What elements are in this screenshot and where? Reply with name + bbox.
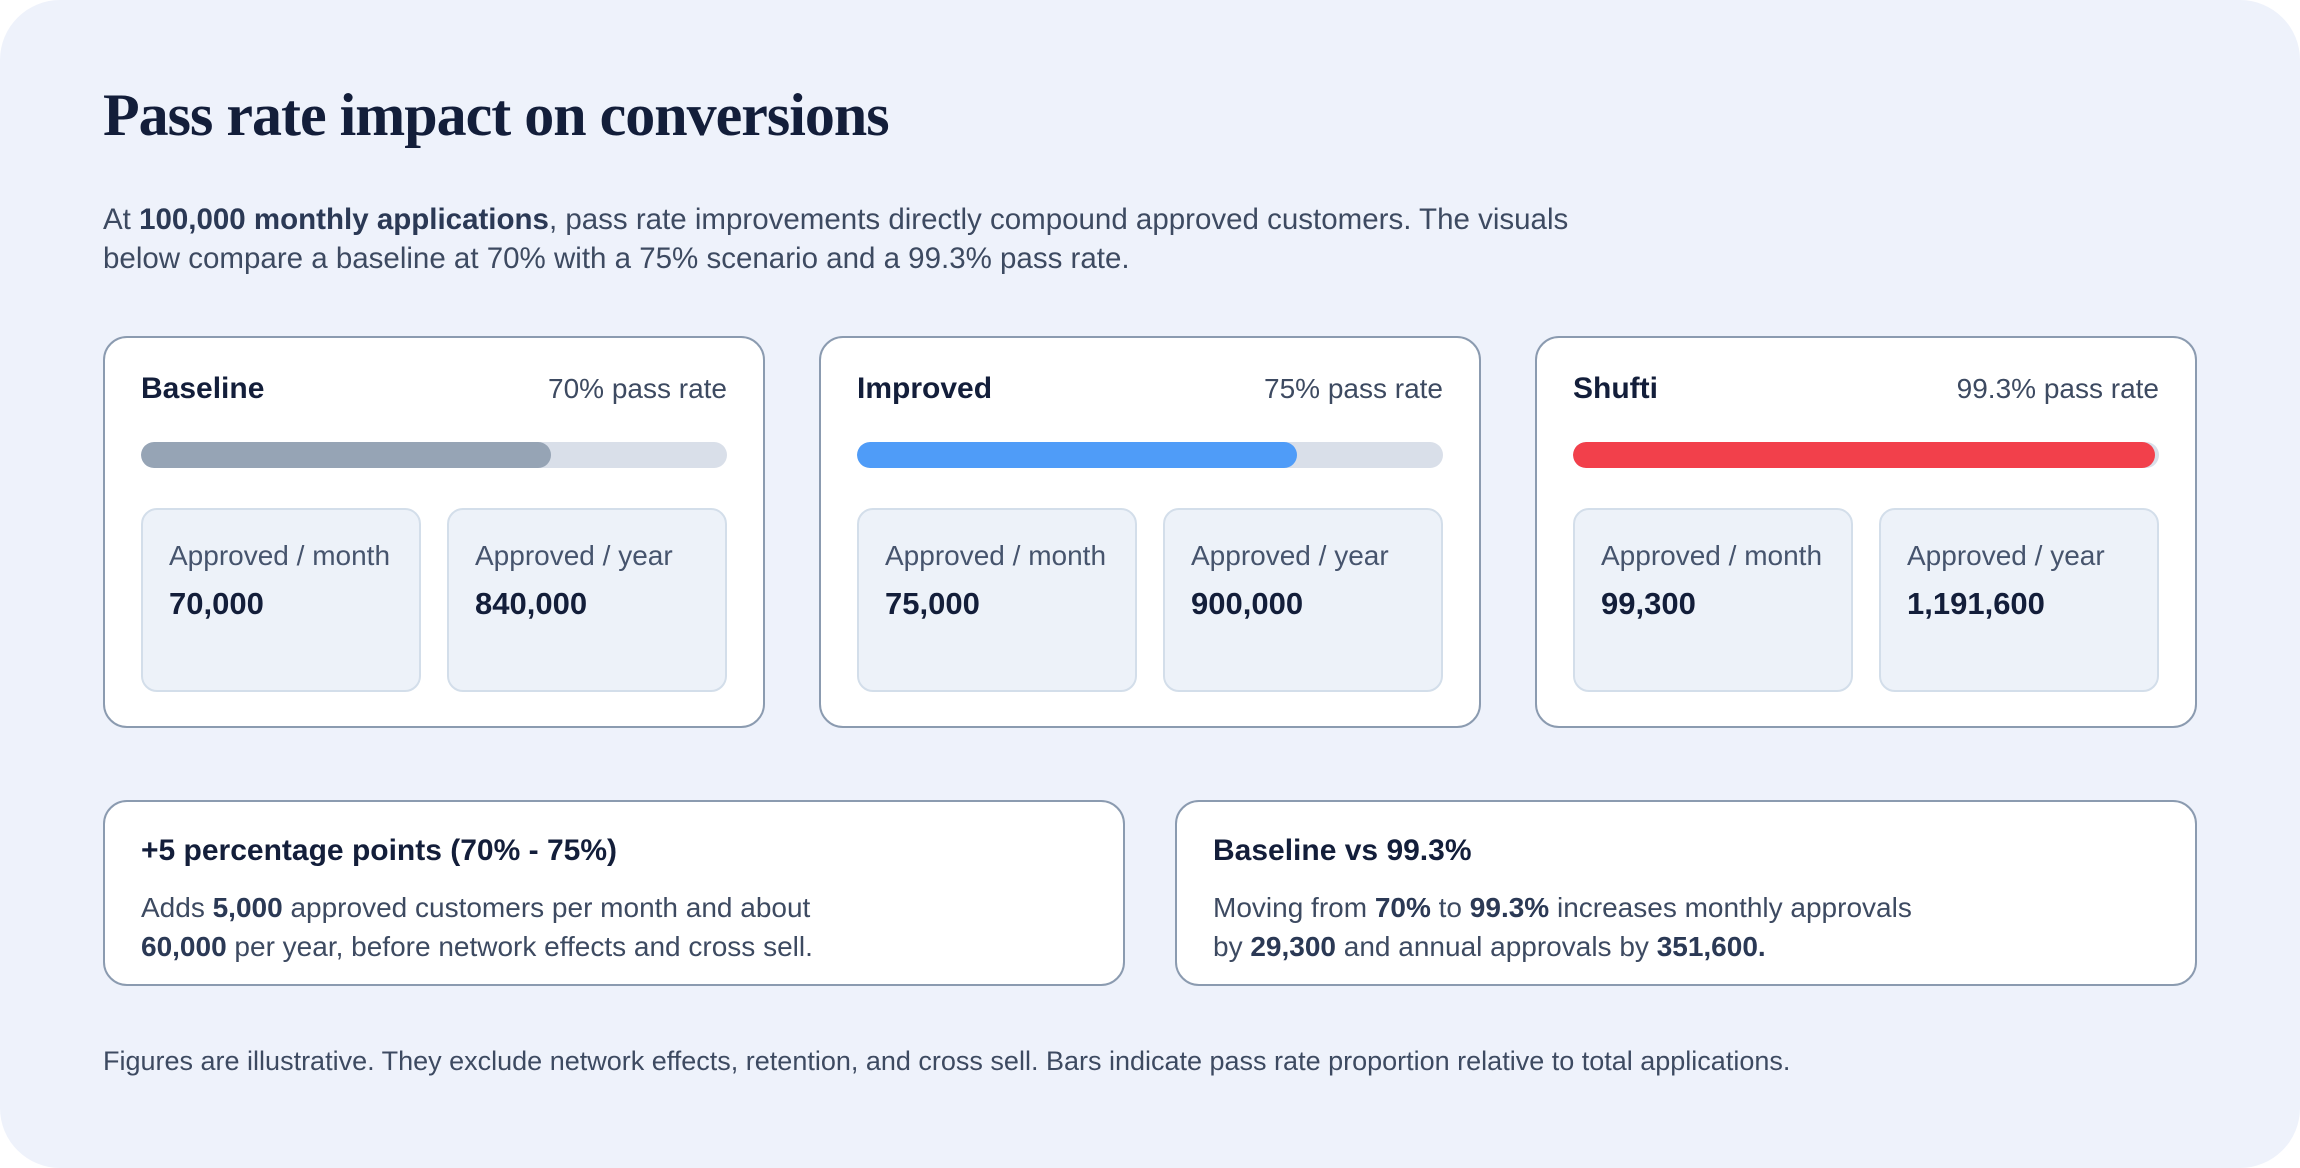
stat-row: Approved / month 99,300 Approved / year … [1573, 508, 2159, 692]
stat-label: Approved / year [1907, 540, 2105, 571]
scenario-header: Baseline 70% pass rate [141, 372, 727, 406]
scenario-card-improved: Improved 75% pass rate Approved / month … [819, 336, 1481, 728]
pass-rate-bar-track [141, 442, 727, 468]
stat-tile-approved-year: Approved / year 840,000 [447, 508, 727, 692]
pass-rate-bar-fill [1573, 442, 2155, 468]
scenario-card-baseline: Baseline 70% pass rate Approved / month … [103, 336, 765, 728]
stat-value: 1,191,600 [1907, 586, 2045, 621]
pass-rate-label: 75% pass rate [1264, 373, 1443, 404]
insight-title: +5 percentage points (70% - 75%) [141, 834, 617, 867]
pass-rate-bar-track [857, 442, 1443, 468]
stat-value: 840,000 [475, 586, 588, 621]
insight-card-plus-five-points: +5 percentage points (70% - 75%) Adds 5,… [103, 800, 1125, 986]
scenario-name: Improved [857, 372, 993, 405]
stat-value: 900,000 [1191, 586, 1304, 621]
insight-title: Baseline vs 99.3% [1213, 834, 1472, 867]
stat-tile-approved-year: Approved / year 900,000 [1163, 508, 1443, 692]
stat-tile-approved-year: Approved / year 1,191,600 [1879, 508, 2159, 692]
scenario-name: Baseline [141, 372, 265, 405]
stat-value: 70,000 [169, 586, 264, 621]
page-title: Pass rate impact on conversions [103, 82, 890, 148]
insight-body: Moving from 70% to 99.3% increases month… [1213, 892, 1912, 962]
stat-label: Approved / month [169, 540, 391, 571]
stat-tile-approved-month: Approved / month 75,000 [857, 508, 1137, 692]
content-area: Pass rate impact on conversions At 100,0… [103, 82, 2197, 1076]
stat-tile-approved-month: Approved / month 70,000 [141, 508, 421, 692]
insight-body: Adds 5,000 approved customers per month … [141, 892, 813, 962]
insight-card-baseline-vs-shufti: Baseline vs 99.3% Moving from 70% to 99.… [1175, 800, 2197, 986]
scenario-header: Shufti 99.3% pass rate [1573, 372, 2159, 406]
pass-rate-bar-fill [141, 442, 552, 468]
stat-value: 75,000 [885, 586, 980, 621]
pass-rate-bar-fill [857, 442, 1297, 468]
scenario-header: Improved 75% pass rate [857, 372, 1443, 406]
stat-value: 99,300 [1601, 586, 1696, 621]
stat-label: Approved / year [475, 540, 673, 571]
stat-row: Approved / month 70,000 Approved / year … [141, 508, 727, 692]
scenario-name: Shufti [1573, 372, 1658, 405]
stat-label: Approved / year [1191, 540, 1389, 571]
intro-paragraph: At 100,000 monthly applications, pass ra… [103, 203, 1569, 275]
pass-rate-label: 70% pass rate [548, 373, 727, 404]
stat-tile-approved-month: Approved / month 99,300 [1573, 508, 1853, 692]
stat-label: Approved / month [1601, 540, 1823, 571]
stat-row: Approved / month 75,000 Approved / year … [857, 508, 1443, 692]
stat-label: Approved / month [885, 540, 1107, 571]
pass-rate-bar-track [1573, 442, 2159, 468]
scenario-card-row: Baseline 70% pass rate Approved / month … [103, 336, 2197, 728]
footnote: Figures are illustrative. They exclude n… [103, 1046, 1791, 1076]
scenario-card-shufti: Shufti 99.3% pass rate Approved / month … [1535, 336, 2197, 728]
pass-rate-label: 99.3% pass rate [1956, 373, 2159, 404]
insight-card-row: +5 percentage points (70% - 75%) Adds 5,… [103, 800, 2197, 986]
